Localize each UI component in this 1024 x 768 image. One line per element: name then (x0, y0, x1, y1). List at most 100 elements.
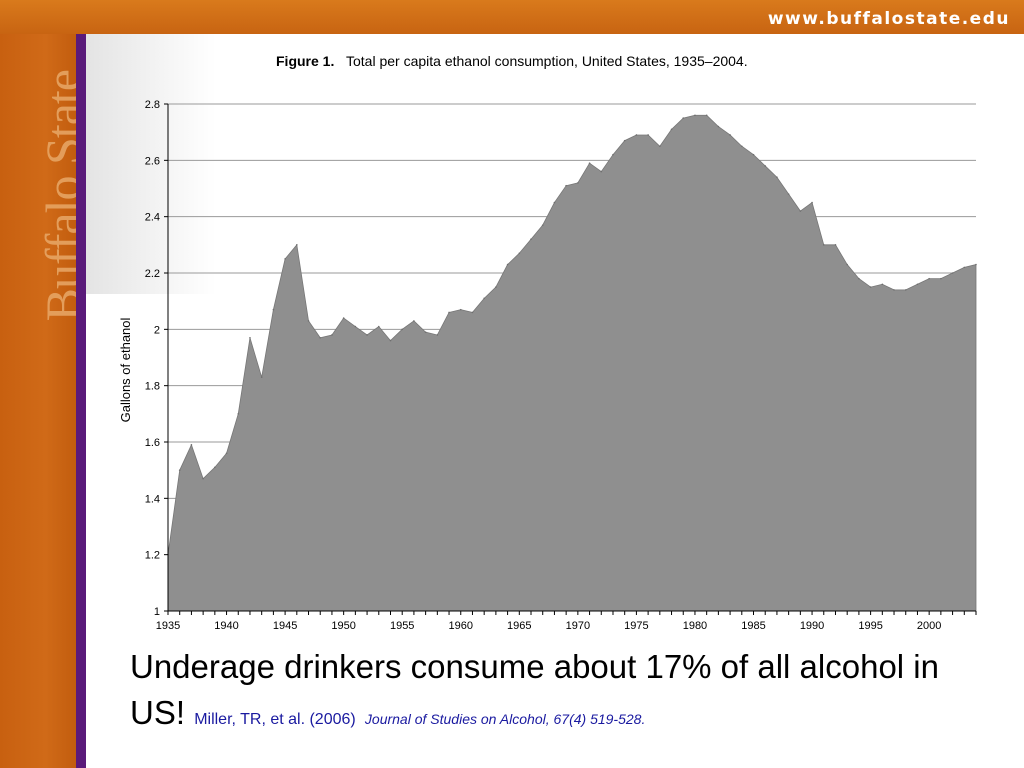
data-point (530, 238, 532, 240)
divider-rule (76, 34, 86, 768)
data-point (354, 325, 357, 328)
caption: Underage drinkers consume about 17% of a… (130, 644, 1000, 743)
x-tick-label: 1970 (566, 620, 590, 632)
x-tick-label: 1955 (390, 620, 414, 632)
data-point (975, 263, 977, 266)
data-point (249, 336, 251, 339)
data-point (705, 114, 708, 117)
data-point (471, 311, 474, 314)
y-tick-label: 2.4 (145, 212, 160, 224)
data-points (167, 114, 977, 556)
data-point (272, 308, 275, 311)
data-point (752, 153, 755, 156)
y-tick-label: 1.2 (145, 550, 160, 562)
data-point (846, 263, 848, 266)
data-point (670, 128, 673, 131)
data-point (577, 182, 579, 184)
journal-reference: Journal of Studies on Alcohol, 67(4) 519… (364, 711, 646, 727)
x-tick-label: 1985 (741, 620, 765, 632)
data-point (893, 289, 895, 291)
data-point (342, 317, 345, 319)
data-point (600, 170, 603, 173)
data-point (963, 266, 966, 269)
sidebar: Buffalo State (0, 34, 91, 768)
y-axis-label: Gallons of ethanol (118, 317, 133, 422)
data-point (916, 283, 919, 286)
y-tick-label: 2.8 (145, 99, 160, 111)
data-point (565, 184, 567, 187)
data-point (237, 413, 240, 415)
site-url: www.buffalostate.edu (767, 9, 1010, 29)
y-tick-label: 1.6 (145, 437, 160, 449)
data-point (331, 334, 333, 336)
data-point (822, 244, 825, 246)
data-point (869, 286, 872, 288)
data-point (401, 328, 404, 331)
data-point (202, 477, 204, 480)
data-point (518, 252, 521, 255)
data-point (319, 336, 322, 339)
data-point (659, 145, 661, 148)
data-point (612, 153, 614, 156)
data-point (729, 134, 731, 136)
data-point (940, 277, 942, 280)
x-tick-label: 1965 (507, 620, 531, 632)
data-point (811, 201, 813, 204)
background-photo (86, 34, 216, 294)
data-point (717, 125, 720, 128)
data-point (225, 452, 228, 455)
data-point (506, 263, 509, 266)
data-point (904, 289, 907, 291)
citation: Miller, TR, et al. (2006) (194, 711, 356, 728)
x-tick-label: 2000 (917, 620, 941, 632)
data-point (834, 244, 837, 246)
data-point (623, 139, 626, 142)
x-tick-label: 1950 (331, 620, 355, 632)
data-point (635, 134, 638, 136)
data-point (377, 325, 380, 328)
x-tick-label: 1995 (858, 620, 882, 632)
x-tick-label: 1945 (273, 620, 297, 632)
data-point (682, 117, 685, 119)
x-tick-label: 1980 (683, 620, 707, 632)
data-point (694, 114, 696, 117)
x-tick-label: 1940 (214, 620, 238, 632)
data-point (764, 165, 767, 167)
data-point (951, 272, 954, 274)
data-point (776, 176, 778, 179)
data-point (296, 244, 298, 246)
data-point (366, 334, 368, 336)
caption-text: Underage drinkers consume about 17% of a… (130, 648, 939, 731)
data-point (541, 224, 544, 226)
data-point (588, 162, 591, 164)
x-ticks: 1935 1940 1945 1950 1955 1960 1965 1970 1975 1980… (156, 611, 977, 632)
data-point (284, 258, 286, 260)
data-point (307, 320, 310, 322)
chart-title-prefix: Figure 1. (276, 53, 334, 69)
x-tick-label: 1990 (800, 620, 824, 632)
data-point (553, 201, 556, 204)
data-point (413, 320, 415, 322)
y-tick-label: 2.6 (145, 155, 160, 167)
data-point (214, 466, 216, 469)
y-ticks: 1 1.2 1.4 1.6 1.8 2 2.2 2.4 2.6 2.8 (145, 99, 168, 618)
chart-title: Total per capita ethanol consumption, Un… (346, 53, 748, 69)
area-layer (167, 114, 977, 612)
data-point (787, 193, 790, 195)
data-point (647, 134, 649, 136)
data-point (436, 334, 439, 336)
data-point (190, 444, 193, 446)
data-point (389, 339, 392, 342)
data-point (858, 277, 860, 280)
data-point (741, 145, 743, 148)
data-point (483, 297, 485, 300)
data-point (928, 277, 930, 280)
data-point (495, 286, 497, 288)
y-tick-label: 1.8 (145, 381, 160, 393)
data-point (260, 376, 263, 379)
chart: Figure 1. Total per capita ethanol consu… (118, 53, 977, 632)
data-point (881, 283, 884, 286)
series-area (167, 114, 977, 612)
y-tick-label: 2 (154, 324, 160, 336)
data-point (178, 469, 181, 471)
